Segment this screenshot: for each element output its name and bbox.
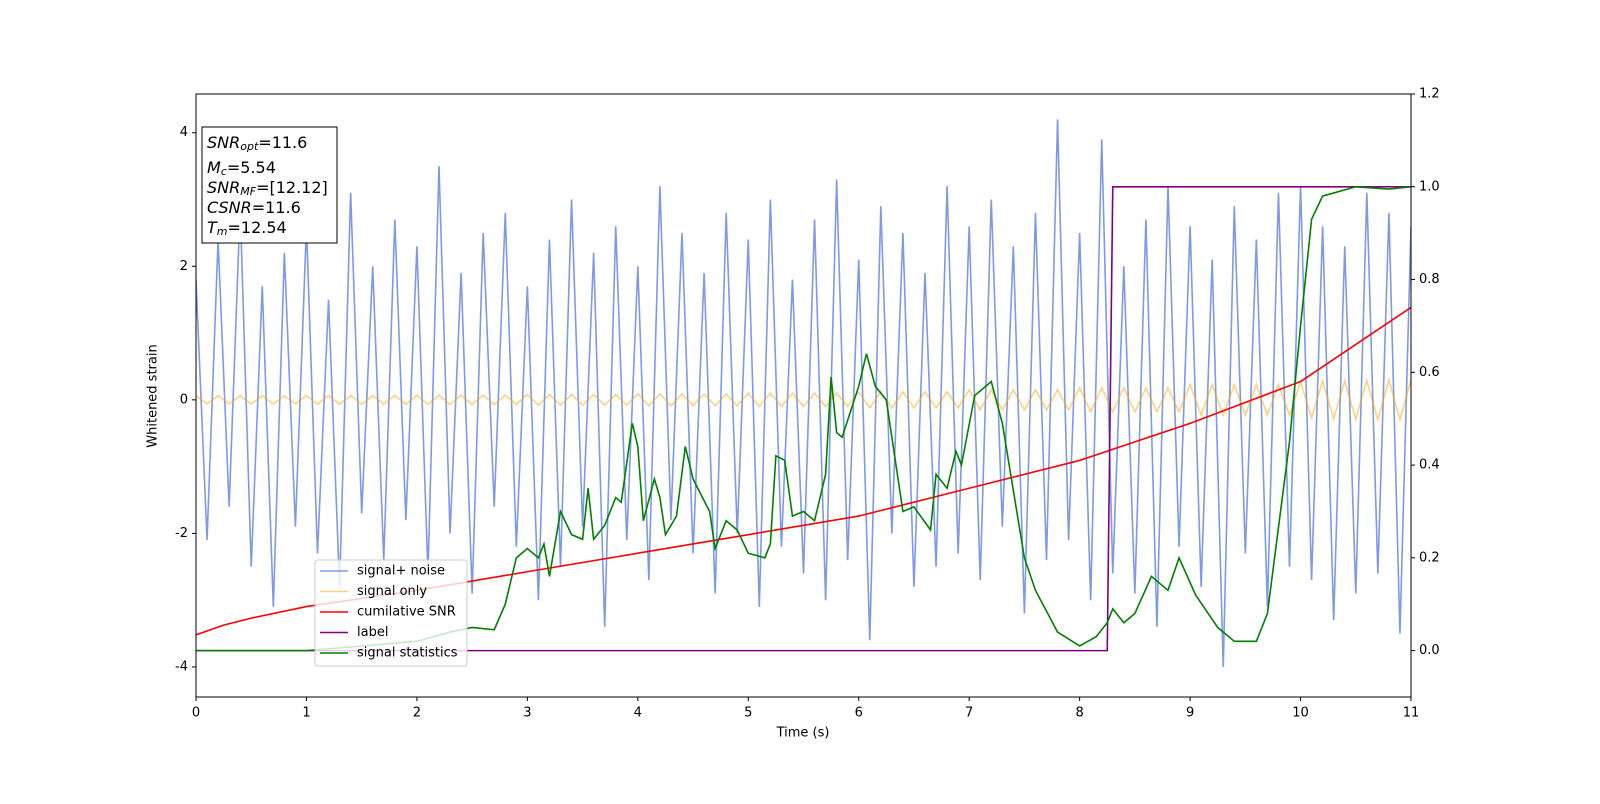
annotation-box — [201, 126, 338, 244]
annotation-subscript: MF — [240, 185, 256, 198]
legend-label: signal statistics — [357, 646, 458, 661]
y-tick-label: 0 — [180, 392, 188, 407]
y2-tick-label: 1.0 — [1419, 179, 1440, 194]
series-line — [196, 306, 1411, 636]
annotation-value: =11.6 — [258, 133, 307, 152]
legend-label: label — [357, 625, 388, 640]
annotation-symbol: SNR — [207, 178, 240, 197]
x-tick-label: 10 — [1292, 706, 1309, 721]
series-line — [196, 376, 1411, 423]
x-tick-label: 0 — [192, 706, 200, 721]
annotation-value: =5.54 — [227, 158, 276, 177]
annotation-value: =12.54 — [228, 218, 287, 237]
y2-tick-label: 0.4 — [1419, 458, 1440, 473]
series-line — [196, 185, 1411, 652]
x-tick-label: 4 — [634, 706, 642, 721]
x-tick-label: 8 — [1075, 706, 1083, 721]
y-tick-label: 2 — [180, 259, 188, 274]
series-line — [196, 119, 1411, 667]
legend-label: cumilative SNR — [357, 605, 456, 620]
y2-tick-label: 0.2 — [1419, 550, 1440, 565]
x-tick-label: 3 — [523, 706, 531, 721]
legend-label: signal+ noise — [357, 564, 445, 579]
x-tick-label: 6 — [855, 706, 863, 721]
annotation-symbol: SNR — [207, 133, 240, 152]
y-tick-label: 4 — [180, 125, 188, 140]
annotation: SNRopt=11.6 — [207, 133, 307, 154]
annotation-subscript: opt — [240, 140, 259, 153]
x-tick-label: 5 — [744, 706, 752, 721]
annotation-symbol: CSNR — [207, 198, 252, 217]
legend-box — [314, 559, 468, 667]
x-tick-label: 11 — [1403, 706, 1420, 721]
y-tick-label: -4 — [175, 659, 188, 674]
plot-frame — [195, 93, 1412, 698]
y-tick-label: -2 — [175, 526, 188, 541]
x-tick-label: 2 — [413, 706, 421, 721]
y2-tick-label: 0.0 — [1419, 643, 1440, 658]
y2-tick-label: 1.2 — [1419, 87, 1440, 102]
y2-tick-label: 0.8 — [1419, 272, 1440, 287]
x-tick-label: 1 — [302, 706, 310, 721]
annotation-subscript: c — [221, 165, 227, 178]
annotation-subscript: m — [217, 225, 228, 238]
annotation: Tm=12.54 — [207, 218, 287, 239]
x-tick-label: 7 — [965, 706, 973, 721]
x-axis-label: Time (s) — [776, 726, 830, 741]
series-line — [196, 185, 1411, 652]
x-tick-label: 9 — [1186, 706, 1194, 721]
annotation: CSNR=11.6 — [207, 198, 301, 217]
y2-tick-label: 0.6 — [1419, 365, 1440, 380]
annotation-value: =[12.12] — [256, 178, 328, 197]
annotation-value: =11.6 — [252, 198, 301, 217]
annotation: SNRMF=[12.12] — [207, 178, 328, 199]
y-axis-label: Whitened strain — [146, 344, 161, 447]
annotation: Mc=5.54 — [207, 158, 276, 179]
legend-label: signal only — [357, 584, 427, 599]
annotation-symbol: M — [207, 158, 221, 177]
annotation-symbol: T — [207, 218, 218, 237]
